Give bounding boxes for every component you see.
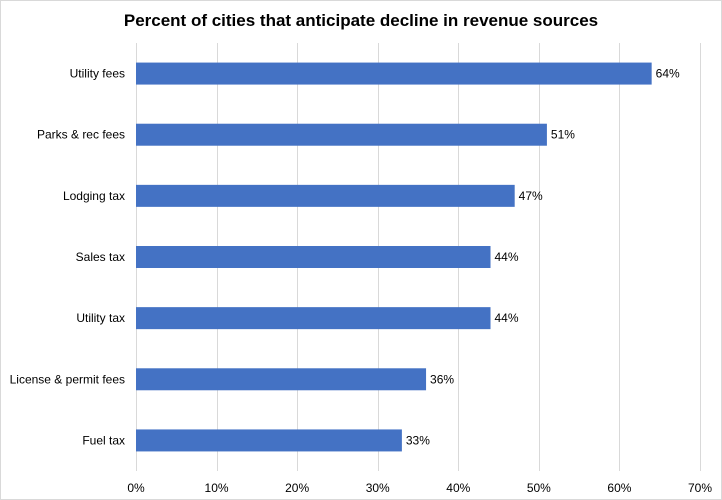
x-axis-tick-labels: 0% 10% 20% 30% 40% 50% 60% 70% bbox=[127, 481, 712, 495]
category-label: Lodging tax bbox=[63, 189, 125, 203]
data-label: 64% bbox=[656, 67, 680, 81]
category-label: Fuel tax bbox=[82, 433, 125, 447]
data-label: 36% bbox=[430, 372, 454, 386]
data-label: 44% bbox=[495, 250, 519, 264]
data-label: 51% bbox=[551, 128, 575, 142]
bar bbox=[136, 368, 427, 391]
x-tick-label: 50% bbox=[527, 481, 551, 495]
x-tick-label: 40% bbox=[446, 481, 470, 495]
bar bbox=[136, 62, 652, 85]
bar bbox=[136, 184, 515, 207]
category-labels: Utility fees Parks & rec fees Lodging tax S… bbox=[10, 67, 125, 448]
category-label: Utility tax bbox=[76, 311, 125, 325]
x-tick-label: 70% bbox=[688, 481, 712, 495]
data-label: 44% bbox=[495, 311, 519, 325]
category-label: Utility fees bbox=[70, 67, 125, 81]
data-label: 33% bbox=[406, 433, 430, 447]
x-tick-label: 10% bbox=[205, 481, 229, 495]
bar bbox=[136, 307, 491, 330]
data-labels: 64% 51% 47% 44% 44% 36% 33% bbox=[406, 67, 680, 448]
x-tick-label: 30% bbox=[366, 481, 390, 495]
category-label: License & permit fees bbox=[10, 372, 125, 386]
bars bbox=[136, 62, 652, 452]
x-tick-label: 60% bbox=[607, 481, 631, 495]
x-tick-label: 20% bbox=[285, 481, 309, 495]
bar bbox=[136, 123, 547, 146]
category-label: Sales tax bbox=[76, 250, 125, 264]
bar bbox=[136, 246, 491, 268]
data-label: 47% bbox=[519, 189, 543, 203]
x-tick-label: 0% bbox=[127, 481, 145, 495]
chart-title: Percent of cities that anticipate declin… bbox=[124, 11, 598, 30]
category-label: Parks & rec fees bbox=[37, 128, 125, 142]
bar bbox=[136, 429, 402, 452]
